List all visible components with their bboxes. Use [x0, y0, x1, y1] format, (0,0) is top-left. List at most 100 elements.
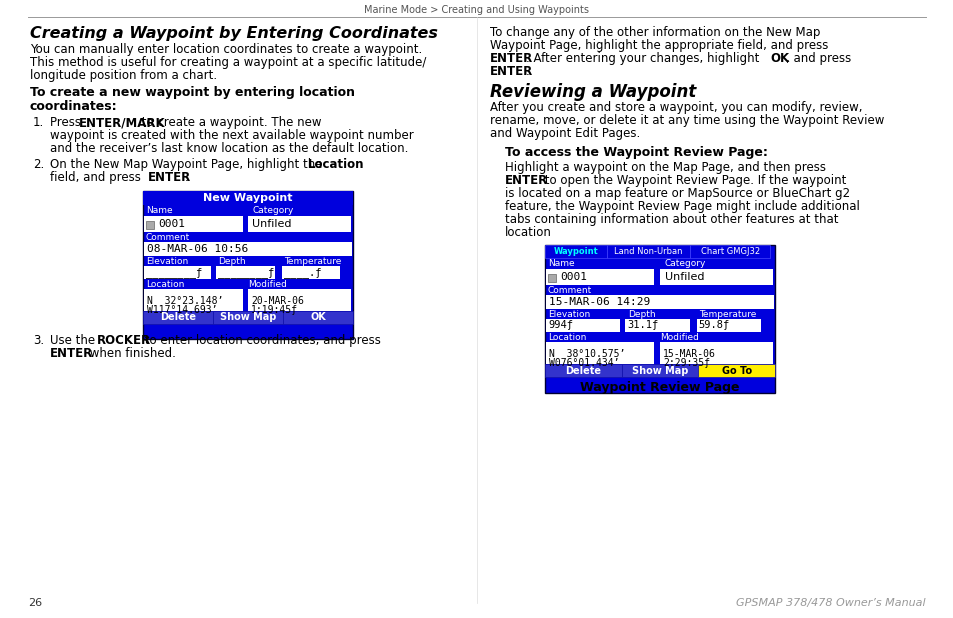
- Bar: [625, 319, 689, 332]
- Text: Location: Location: [308, 158, 364, 171]
- Text: Comment: Comment: [547, 286, 592, 295]
- Bar: [216, 266, 275, 279]
- Text: Comment: Comment: [146, 233, 190, 242]
- Text: 31.1ƒ: 31.1ƒ: [627, 321, 659, 331]
- Bar: [545, 295, 773, 309]
- Text: 1:19:45ƒ: 1:19:45ƒ: [251, 305, 297, 315]
- Text: Reviewing a Waypoint: Reviewing a Waypoint: [490, 83, 696, 101]
- Text: ENTER: ENTER: [148, 171, 191, 184]
- Text: Temperature: Temperature: [699, 310, 756, 319]
- Text: ________ƒ: ________ƒ: [146, 267, 202, 278]
- Text: .: .: [525, 65, 529, 78]
- Bar: [144, 266, 211, 279]
- Text: Unfiled: Unfiled: [252, 219, 292, 229]
- Text: Waypoint: Waypoint: [553, 247, 598, 256]
- Text: Depth: Depth: [218, 257, 246, 266]
- Text: Location: Location: [146, 280, 184, 289]
- Text: is located on a map feature or MapSource or BlueChart g2: is located on a map feature or MapSource…: [504, 187, 849, 200]
- Text: ENTER: ENTER: [490, 65, 533, 78]
- Bar: [283, 311, 353, 324]
- Text: Elevation: Elevation: [146, 257, 188, 266]
- Bar: [143, 191, 353, 205]
- Text: 08-MAR-06 10:56: 08-MAR-06 10:56: [147, 244, 248, 254]
- Bar: [143, 191, 353, 339]
- Bar: [689, 245, 770, 258]
- Bar: [621, 364, 698, 377]
- Bar: [659, 269, 772, 285]
- Text: Show Map: Show Map: [631, 365, 687, 376]
- Text: tabs containing information about other features at that: tabs containing information about other …: [504, 213, 838, 226]
- Bar: [659, 342, 772, 364]
- Bar: [544, 245, 774, 393]
- Text: waypoint is created with the next available waypoint number: waypoint is created with the next availa…: [50, 129, 414, 142]
- Text: ENTER/MARK: ENTER/MARK: [79, 116, 166, 129]
- Bar: [213, 311, 283, 324]
- Text: Highlight a waypoint on the Map Page, and then press: Highlight a waypoint on the Map Page, an…: [504, 161, 825, 174]
- Text: 15-MAR-06 14:29: 15-MAR-06 14:29: [548, 297, 650, 307]
- Text: Marine Mode > Creating and Using Waypoints: Marine Mode > Creating and Using Waypoin…: [364, 5, 589, 15]
- Text: W117°14.693’: W117°14.693’: [147, 305, 217, 315]
- Text: N  32°23.148’: N 32°23.148’: [147, 296, 223, 306]
- Text: .: .: [185, 171, 189, 184]
- Text: 20-MAR-06: 20-MAR-06: [251, 296, 304, 306]
- Text: Temperature: Temperature: [283, 257, 341, 266]
- Text: ENTER: ENTER: [50, 347, 93, 360]
- Text: 2:29:35ƒ: 2:29:35ƒ: [662, 358, 709, 368]
- Text: To access the Waypoint Review Page:: To access the Waypoint Review Page:: [504, 146, 767, 159]
- Text: and Waypoint Edit Pages.: and Waypoint Edit Pages.: [490, 127, 639, 140]
- Text: 0001: 0001: [559, 272, 586, 282]
- Text: Land Non-Urban: Land Non-Urban: [614, 247, 682, 256]
- Text: 15-MAR-06: 15-MAR-06: [662, 349, 715, 359]
- Text: Name: Name: [547, 259, 574, 268]
- Text: Press: Press: [50, 116, 85, 129]
- Text: , and press: , and press: [785, 52, 850, 65]
- Text: Category: Category: [252, 206, 294, 215]
- Text: GPSMAP 378/478 Owner’s Manual: GPSMAP 378/478 Owner’s Manual: [736, 598, 925, 608]
- Text: ROCKER: ROCKER: [97, 334, 151, 347]
- Text: Use the: Use the: [50, 334, 99, 347]
- Text: to open the Waypoint Review Page. If the waypoint: to open the Waypoint Review Page. If the…: [540, 174, 845, 187]
- Text: 1.: 1.: [33, 116, 44, 129]
- Text: New Waypoint: New Waypoint: [203, 193, 293, 203]
- Text: and the receiver’s last know location as the default location.: and the receiver’s last know location as…: [50, 142, 408, 155]
- Bar: [544, 245, 606, 258]
- Text: longitude position from a chart.: longitude position from a chart.: [30, 69, 217, 82]
- Text: OK: OK: [310, 313, 326, 323]
- Bar: [144, 242, 352, 256]
- Text: when finished.: when finished.: [86, 347, 175, 360]
- Text: N  38°10.575’: N 38°10.575’: [548, 349, 625, 359]
- Text: Creating a Waypoint by Entering Coordinates: Creating a Waypoint by Entering Coordina…: [30, 26, 437, 41]
- Text: Unfiled: Unfiled: [664, 272, 703, 282]
- Text: This method is useful for creating a waypoint at a specific latitude/: This method is useful for creating a way…: [30, 56, 426, 69]
- Text: ENTER: ENTER: [490, 52, 533, 65]
- Text: coordinates:: coordinates:: [30, 100, 117, 113]
- Bar: [606, 245, 689, 258]
- Text: Depth: Depth: [627, 310, 655, 319]
- Bar: [146, 221, 153, 229]
- Bar: [143, 311, 213, 324]
- Bar: [545, 269, 654, 285]
- Bar: [544, 364, 621, 377]
- Text: 3.: 3.: [33, 334, 44, 347]
- Text: After you create and store a waypoint, you can modify, review,: After you create and store a waypoint, y…: [490, 101, 862, 114]
- Bar: [248, 289, 351, 311]
- Bar: [696, 319, 760, 332]
- Text: ____.ƒ: ____.ƒ: [283, 267, 321, 278]
- Text: W076°01.434’: W076°01.434’: [548, 358, 618, 368]
- Bar: [144, 289, 242, 311]
- Bar: [281, 266, 340, 279]
- Text: ENTER: ENTER: [504, 174, 548, 187]
- Text: Category: Category: [664, 259, 705, 268]
- Bar: [545, 319, 618, 332]
- Text: . After entering your changes, highlight: . After entering your changes, highlight: [525, 52, 762, 65]
- Text: Name: Name: [146, 206, 172, 215]
- Text: Location: Location: [547, 333, 586, 342]
- Text: Chart GMGJ32: Chart GMGJ32: [700, 247, 759, 256]
- Text: 26: 26: [28, 598, 42, 608]
- Text: 2.: 2.: [33, 158, 44, 171]
- Text: To change any of the other information on the New Map: To change any of the other information o…: [490, 26, 820, 39]
- Text: Modified: Modified: [248, 280, 287, 289]
- Text: You can manually enter location coordinates to create a waypoint.: You can manually enter location coordina…: [30, 43, 422, 56]
- Bar: [547, 274, 556, 282]
- Text: 0001: 0001: [158, 219, 185, 229]
